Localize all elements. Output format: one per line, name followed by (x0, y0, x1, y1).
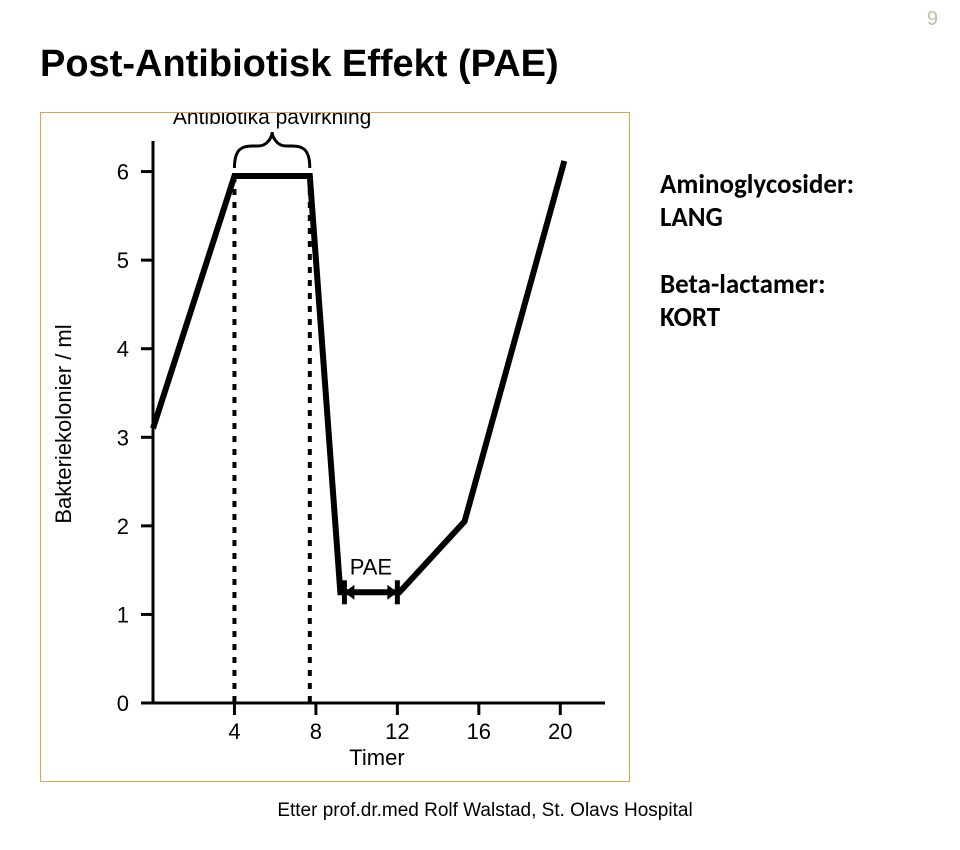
data-line (153, 161, 564, 592)
chart-box: 012345648121620Bakteriekolonier / mlTime… (40, 112, 630, 782)
side-notes: Aminoglycosider: LANG Beta-lactamer: KOR… (660, 168, 854, 368)
content-row: 012345648121620Bakteriekolonier / mlTime… (40, 112, 930, 782)
page-number: 9 (927, 8, 938, 31)
note-title: Beta-lactamer: (660, 268, 854, 301)
bracket-icon (234, 132, 309, 168)
pae-line-chart: 012345648121620Bakteriekolonier / mlTime… (41, 113, 631, 783)
y-tick-label: 0 (117, 691, 129, 716)
y-tick-label: 6 (117, 159, 129, 184)
y-tick-label: 1 (117, 602, 129, 627)
note-title: Aminoglycosider: (660, 168, 854, 201)
x-tick-label: 4 (228, 719, 240, 744)
bracket-label: Antibiotika påvirkning (173, 113, 371, 129)
page-title: Post-Antibiotisk Effekt (PAE) (40, 43, 930, 86)
y-axis-label: Bakteriekolonier / ml (51, 324, 76, 523)
y-tick-label: 4 (117, 337, 129, 362)
x-tick-label: 8 (310, 719, 322, 744)
x-axis-label: Timer (349, 745, 404, 770)
attribution: Etter prof.dr.med Rolf Walstad, St. Olav… (40, 800, 930, 822)
x-tick-label: 12 (385, 719, 409, 744)
y-tick-label: 2 (117, 514, 129, 539)
pae-label: PAE (350, 554, 392, 579)
note-aminoglycosider: Aminoglycosider: LANG (660, 168, 854, 234)
note-betalactamer: Beta-lactamer: KORT (660, 268, 854, 334)
slide-root: 9 Post-Antibiotisk Effekt (PAE) 01234564… (0, 0, 960, 850)
y-tick-label: 5 (117, 248, 129, 273)
note-value: KORT (660, 301, 854, 334)
x-tick-label: 20 (548, 719, 572, 744)
x-tick-label: 16 (467, 719, 491, 744)
note-value: LANG (660, 201, 854, 234)
y-tick-label: 3 (117, 425, 129, 450)
